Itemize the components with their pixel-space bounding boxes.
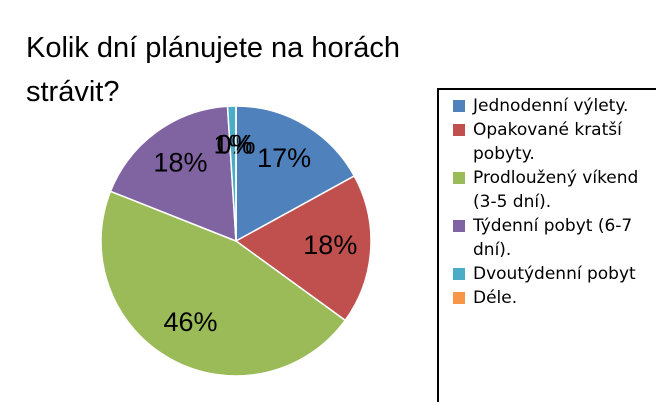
legend-item: Týdenní pobyt (6-7 dní). [453, 214, 656, 262]
legend-label: Týdenní pobyt (6-7 dní). [473, 216, 633, 260]
legend-swatch [453, 100, 465, 112]
pie-slice [100, 190, 347, 377]
legend-swatch [453, 268, 465, 280]
legend-item: Dvoutýdenní pobyt [453, 262, 656, 286]
data-label: 46% [163, 307, 217, 337]
chart-title: Kolik dní plánujete na horách strávit? [26, 32, 401, 108]
legend-label: Prodloužený víkend (3-5 dní). [473, 168, 639, 212]
data-label: 1% [214, 130, 253, 160]
legend: Jednodenní výlety. Opakované kratší pobyt… [437, 88, 656, 402]
legend-label: Déle. [473, 288, 518, 308]
legend-swatch [453, 292, 465, 304]
pie-slice [234, 174, 372, 322]
data-label: 17% [257, 143, 311, 173]
data-label: 18% [153, 148, 207, 178]
legend-item: Déle. [453, 286, 656, 310]
legend-swatch [453, 220, 465, 232]
pie-slice [235, 105, 356, 243]
data-label: 0% [216, 130, 255, 160]
legend-label: Dvoutýdenní pobyt [473, 264, 636, 284]
legend-swatch [453, 124, 465, 136]
data-label: 18% [303, 230, 357, 260]
legend-label: Opakované kratší pobyty. [473, 120, 622, 164]
pie-slice [109, 105, 237, 243]
legend-swatch [453, 172, 465, 184]
legend-label: Jednodenní výlety. [473, 96, 629, 116]
legend-item: Opakované kratší pobyty. [453, 118, 656, 166]
legend-item: Prodloužený víkend (3-5 dní). [453, 166, 656, 214]
legend-item: Jednodenní výlety. [453, 94, 656, 118]
